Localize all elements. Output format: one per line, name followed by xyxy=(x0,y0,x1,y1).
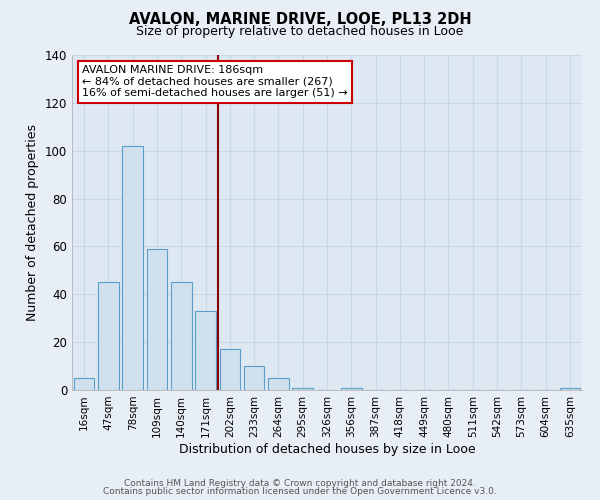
Bar xyxy=(244,366,265,390)
Bar xyxy=(195,311,216,390)
Bar xyxy=(171,282,191,390)
Y-axis label: Number of detached properties: Number of detached properties xyxy=(26,124,39,321)
Bar xyxy=(98,282,119,390)
Bar xyxy=(74,378,94,390)
Text: Contains public sector information licensed under the Open Government Licence v3: Contains public sector information licen… xyxy=(103,487,497,496)
Bar xyxy=(341,388,362,390)
Bar xyxy=(146,249,167,390)
Bar xyxy=(268,378,289,390)
Bar xyxy=(122,146,143,390)
Text: Size of property relative to detached houses in Looe: Size of property relative to detached ho… xyxy=(136,25,464,38)
Bar xyxy=(292,388,313,390)
Text: Contains HM Land Registry data © Crown copyright and database right 2024.: Contains HM Land Registry data © Crown c… xyxy=(124,478,476,488)
Bar xyxy=(220,350,240,390)
Bar xyxy=(560,388,580,390)
Text: AVALON, MARINE DRIVE, LOOE, PL13 2DH: AVALON, MARINE DRIVE, LOOE, PL13 2DH xyxy=(128,12,472,28)
X-axis label: Distribution of detached houses by size in Looe: Distribution of detached houses by size … xyxy=(179,442,475,456)
Text: AVALON MARINE DRIVE: 186sqm
← 84% of detached houses are smaller (267)
16% of se: AVALON MARINE DRIVE: 186sqm ← 84% of det… xyxy=(82,65,348,98)
